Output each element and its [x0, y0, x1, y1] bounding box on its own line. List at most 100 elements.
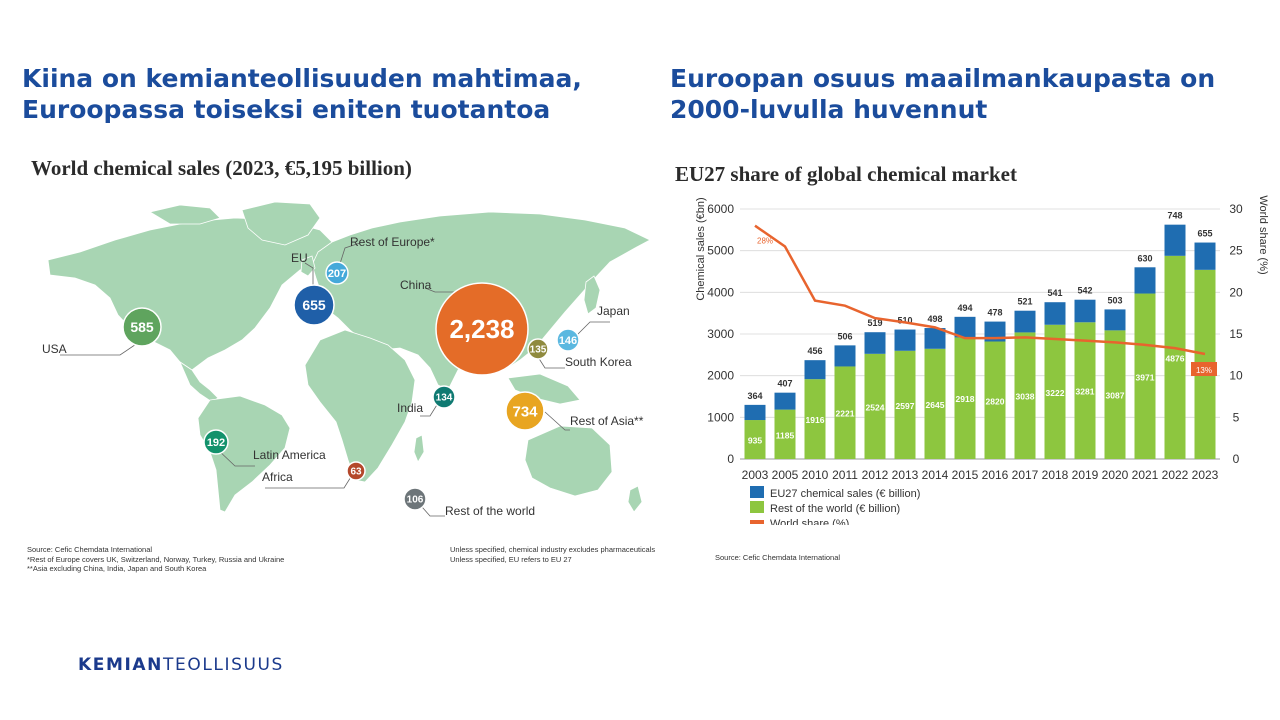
- south-korea-bubble: [527, 338, 549, 360]
- africa-value: 63: [350, 467, 362, 478]
- legend-label-rest-of-world: Rest of the world (€ billion): [770, 503, 900, 515]
- eu-label: EU: [291, 251, 308, 265]
- eu27-value-label: 630: [1137, 253, 1152, 263]
- eu27-value-label: 364: [747, 391, 762, 401]
- eu-bubble: [293, 284, 335, 326]
- rest-of-world-value-label: 3971: [1136, 372, 1155, 382]
- chart-title: EU27 share of global chemical market: [675, 162, 1017, 186]
- x-tick-label: 2016: [982, 468, 1009, 482]
- x-tick-label: 2021: [1132, 468, 1159, 482]
- rest-world-value: 106: [407, 495, 424, 506]
- eu-value: 655: [302, 297, 326, 313]
- bar-rest-of-world: [1074, 322, 1096, 459]
- bar-eu27: [1074, 299, 1096, 323]
- y2-tick-label: 0: [1233, 452, 1240, 466]
- eu27-value-label: 748: [1167, 211, 1182, 221]
- region-rest-europe: 207 Rest of Europe*: [325, 235, 435, 285]
- eu27-value-label: 478: [987, 308, 1002, 318]
- usa-bubble: [122, 307, 162, 347]
- x-tick-label: 2005: [772, 468, 799, 482]
- map-footnote-rest-asia: **Asia excluding China, India, Japan and…: [27, 564, 207, 573]
- bar-eu27: [744, 404, 766, 421]
- eu27-value-label: 498: [927, 314, 942, 324]
- bar-eu27: [804, 360, 826, 380]
- central-america-shape: [179, 360, 219, 403]
- latin-america-leader-line: [215, 447, 255, 467]
- region-india: 134 India: [397, 385, 456, 415]
- africa-shape: [304, 329, 416, 483]
- eu27-value-label: 655: [1197, 229, 1212, 239]
- y-tick-label: 0: [727, 452, 734, 466]
- usa-value: 585: [130, 319, 154, 335]
- rest-europe-bubble: [325, 261, 349, 285]
- kemianteollisuus-logo: KEMIANTEOLLISUUS: [78, 655, 284, 675]
- map-source: Source: Cefic Chemdata International: [27, 545, 153, 554]
- eu27-value-label: 519: [867, 318, 882, 328]
- bar-rest-of-world: [924, 348, 946, 459]
- rest-asia-leader-line: [544, 411, 570, 431]
- region-africa: 63 Africa: [262, 461, 366, 484]
- india-label: India: [397, 401, 423, 415]
- y-tick-label: 1000: [707, 410, 734, 424]
- bar-rest-of-world: [1104, 330, 1126, 459]
- world-map: 2,238 China 734 Rest of Asia** 655 EU 585 USA 20…: [42, 201, 651, 518]
- japan-label: Japan: [597, 304, 630, 318]
- rest-world-label: Rest of the world: [445, 504, 535, 518]
- bar-rest-of-world: [774, 409, 796, 459]
- rest-of-world-value-label: 2221: [836, 409, 855, 419]
- world-share-line: [754, 224, 1206, 356]
- eu27-value-label: 541: [1047, 288, 1062, 298]
- map-note-eu27: Unless specified, EU refers to EU 27: [450, 554, 572, 564]
- india-bubble: [432, 385, 456, 409]
- china-value: 2,238: [449, 314, 514, 344]
- japan-bubble: [556, 328, 580, 352]
- y2-tick-label: 15: [1229, 327, 1243, 341]
- last-share-annotation: 13%: [1196, 366, 1212, 375]
- rest-europe-label: Rest of Europe*: [350, 235, 435, 249]
- south-korea-label: South Korea: [565, 355, 632, 369]
- latin-america-bubble: [203, 429, 229, 455]
- legend-swatch-eu27: [750, 486, 764, 498]
- eu27-value-label: 506: [837, 331, 852, 341]
- bar-eu27: [984, 321, 1006, 342]
- madagascar-shape: [413, 434, 425, 463]
- first-share-annotation: 28%: [757, 237, 773, 246]
- y2-tick-label: 20: [1229, 285, 1243, 299]
- last-share-badge: [1191, 362, 1217, 376]
- x-tick-label: 2013: [892, 468, 919, 482]
- eu27-value-label: 407: [777, 379, 792, 389]
- y-tick-label: 4000: [707, 285, 734, 299]
- bar-eu27: [1134, 267, 1156, 294]
- y2-tick-label: 30: [1229, 202, 1243, 216]
- japan-shape: [583, 275, 601, 315]
- rest-of-world-value-label: 1916: [806, 415, 825, 425]
- right-slide-title: Euroopan osuus maailmankaupasta on 2000-…: [670, 64, 1216, 124]
- rest-of-world-value-label: 1185: [776, 430, 795, 440]
- rest-of-world-value-label: 2524: [866, 402, 885, 412]
- x-tick-label: 2022: [1162, 468, 1189, 482]
- rest-asia-bubble: [505, 391, 545, 431]
- rest-of-world-value-label: 2645: [926, 400, 945, 410]
- x-tick-label: 2018: [1042, 468, 1069, 482]
- rest-of-world-value-label: 2918: [956, 394, 975, 404]
- rest-world-bubble: [403, 487, 427, 511]
- bar-eu27: [864, 332, 886, 354]
- region-japan: 146 Japan: [556, 304, 630, 352]
- chart-source: Source: Cefic Chemdata International: [715, 553, 841, 562]
- legend-label-eu27: EU27 chemical sales (€ billion): [770, 488, 920, 500]
- bar-rest-of-world: [864, 353, 886, 459]
- logo-light-part: TEOLLISUUS: [163, 655, 284, 675]
- australia-shape: [524, 425, 613, 497]
- x-tick-label: 2023: [1192, 468, 1219, 482]
- arctic-islands-shape: [148, 204, 221, 225]
- x-tick-label: 2019: [1072, 468, 1099, 482]
- bar-rest-of-world: [834, 366, 856, 459]
- y2-tick-label: 25: [1229, 244, 1243, 258]
- usa-label: USA: [42, 342, 67, 356]
- map-title: World chemical sales (2023, €5,195 billi…: [31, 156, 412, 180]
- bar-rest-of-world: [744, 420, 766, 459]
- latin-america-label: Latin America: [253, 448, 326, 462]
- rest-of-world-value-label: 2820: [986, 396, 1005, 406]
- latin-america-value: 192: [207, 437, 225, 449]
- region-latin-america: 192 Latin America: [203, 429, 326, 462]
